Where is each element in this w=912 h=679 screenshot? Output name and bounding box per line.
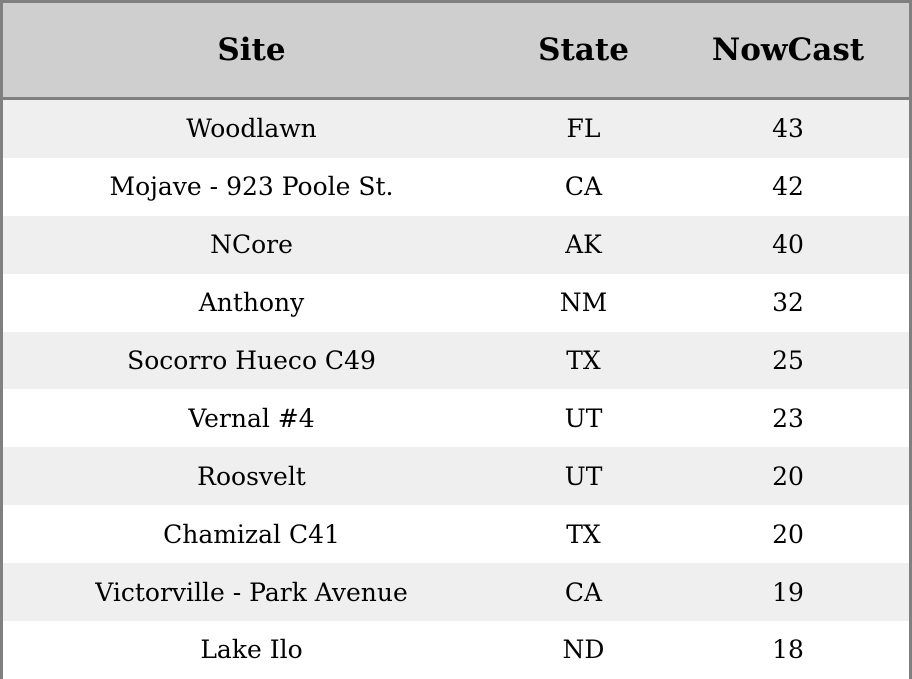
table-row: Victorville - Park Avenue CA 19 bbox=[3, 563, 909, 622]
cell-site: Socorro Hueco C49 bbox=[127, 346, 376, 375]
table-row: Lake Ilo ND 18 bbox=[3, 621, 909, 679]
table-row: Anthony NM 32 bbox=[3, 273, 909, 332]
cell-state: ND bbox=[562, 635, 605, 665]
cell-nowcast: 25 bbox=[772, 346, 804, 375]
cell-nowcast: 20 bbox=[772, 461, 804, 491]
cell-site: Woodlawn bbox=[186, 114, 317, 144]
cell-site: Lake Ilo bbox=[200, 635, 303, 665]
cell-nowcast: 32 bbox=[772, 288, 804, 318]
cell-nowcast: 42 bbox=[772, 172, 804, 202]
column-header-nowcast[interactable]: NowCast bbox=[711, 32, 865, 68]
column-header-state[interactable]: State bbox=[538, 32, 629, 68]
cell-nowcast: 20 bbox=[772, 519, 804, 549]
table-row: NCore AK 40 bbox=[3, 215, 909, 274]
cell-state: NM bbox=[559, 288, 608, 318]
cell-site: Mojave - 923 Poole St. bbox=[109, 172, 394, 202]
cell-state: FL bbox=[566, 114, 601, 144]
table-row: Woodlawn FL 43 bbox=[3, 100, 909, 158]
cell-site: Roosvelt bbox=[197, 461, 306, 491]
table-row: Socorro Hueco C49 TX 25 bbox=[3, 331, 909, 390]
table-body: Woodlawn FL 43 Mojave - 923 Poole St. CA 42 NC… bbox=[3, 100, 909, 679]
cell-state: CA bbox=[564, 172, 603, 202]
cell-nowcast: 18 bbox=[772, 635, 804, 665]
cell-site: Victorville - Park Avenue bbox=[95, 577, 408, 607]
cell-site: Chamizal C41 bbox=[163, 519, 340, 549]
cell-site: Vernal #4 bbox=[188, 403, 315, 433]
cell-state: UT bbox=[564, 461, 603, 491]
cell-state: CA bbox=[564, 577, 603, 607]
cell-site: NCore bbox=[210, 230, 293, 260]
table-header: Site State NowCast bbox=[3, 3, 909, 100]
table-row: Roosvelt UT 20 bbox=[3, 447, 909, 506]
cell-state: TX bbox=[566, 346, 601, 375]
table-row: Vernal #4 UT 23 bbox=[3, 389, 909, 448]
cell-state: AK bbox=[565, 230, 602, 260]
cell-nowcast: 23 bbox=[772, 403, 804, 433]
table-row: Mojave - 923 Poole St. CA 42 bbox=[3, 157, 909, 216]
table-row: Chamizal C41 TX 20 bbox=[3, 505, 909, 564]
cell-state: UT bbox=[564, 403, 603, 433]
column-header-site[interactable]: Site bbox=[217, 32, 286, 68]
cell-nowcast: 19 bbox=[772, 577, 804, 607]
cell-nowcast: 40 bbox=[772, 230, 804, 260]
cell-nowcast: 43 bbox=[772, 114, 804, 144]
cell-site: Anthony bbox=[198, 288, 305, 318]
cell-state: TX bbox=[566, 519, 601, 549]
